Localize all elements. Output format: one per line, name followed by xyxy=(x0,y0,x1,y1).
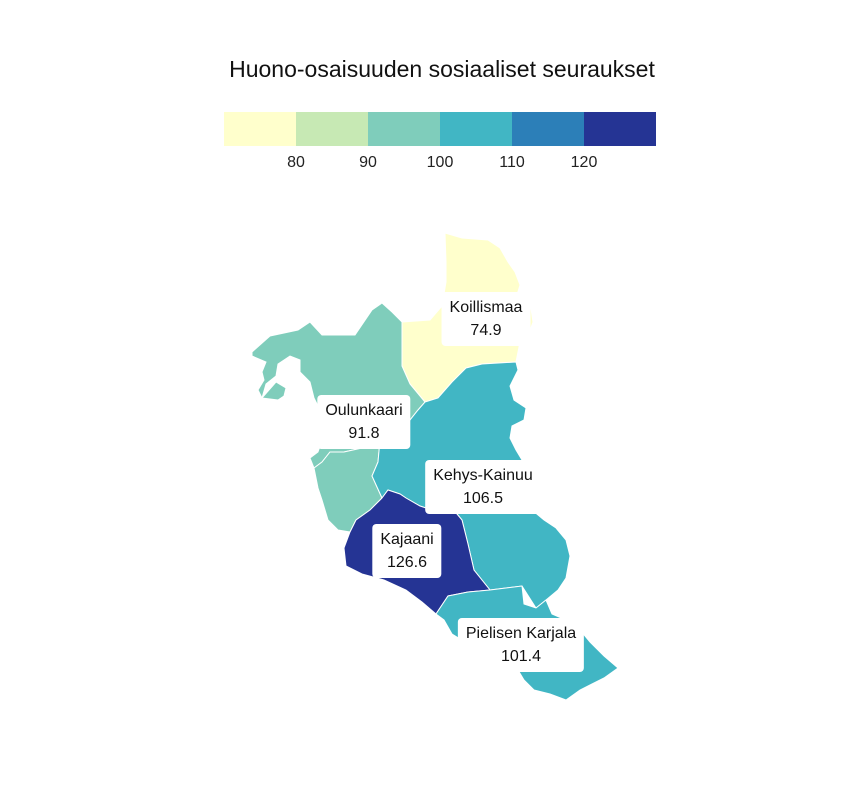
legend-swatch xyxy=(512,112,584,146)
color-legend: 80 90 100 110 120 xyxy=(224,112,656,176)
legend-tick-label: 110 xyxy=(499,154,525,171)
legend-tick-label: 90 xyxy=(359,154,377,171)
region-label-pielisen-karjala: Pielisen Karjala 101.4 xyxy=(457,618,585,672)
legend-swatch xyxy=(296,112,368,146)
region-value: 126.6 xyxy=(386,554,428,571)
region-label-oulunkaari: Oulunkaari 91.8 xyxy=(317,395,411,449)
legend-swatch xyxy=(368,112,440,146)
legend-ticks: 80 90 100 110 120 xyxy=(224,146,656,176)
legend-swatch xyxy=(224,112,296,146)
legend-tick-label: 120 xyxy=(570,154,598,171)
region-label-koillismaa: Koillismaa 74.9 xyxy=(441,292,531,346)
region-name: Pielisen Karjala xyxy=(465,625,577,642)
region-value: 91.8 xyxy=(348,425,380,442)
legend-swatch xyxy=(584,112,656,146)
legend-swatch xyxy=(440,112,512,146)
region-name: Kehys-Kainuu xyxy=(433,467,533,484)
legend-tick-label: 100 xyxy=(426,154,454,171)
region-label-kehys-kainuu: Kehys-Kainuu 106.5 xyxy=(425,460,541,514)
region-name: Koillismaa xyxy=(449,299,523,316)
region-value: 74.9 xyxy=(470,322,502,339)
region-value: 106.5 xyxy=(462,490,504,507)
map-title: Huono-osaisuuden sosiaaliset seuraukset xyxy=(229,56,655,82)
region-label-kajaani: Kajaani 126.6 xyxy=(372,524,442,578)
region-name: Kajaani xyxy=(380,531,434,548)
region-oulunkaari[interactable] xyxy=(251,302,426,469)
region-name: Oulunkaari xyxy=(325,402,403,419)
legend-bar xyxy=(224,112,656,146)
region-value: 101.4 xyxy=(500,648,542,665)
legend-tick-label: 80 xyxy=(287,154,305,171)
